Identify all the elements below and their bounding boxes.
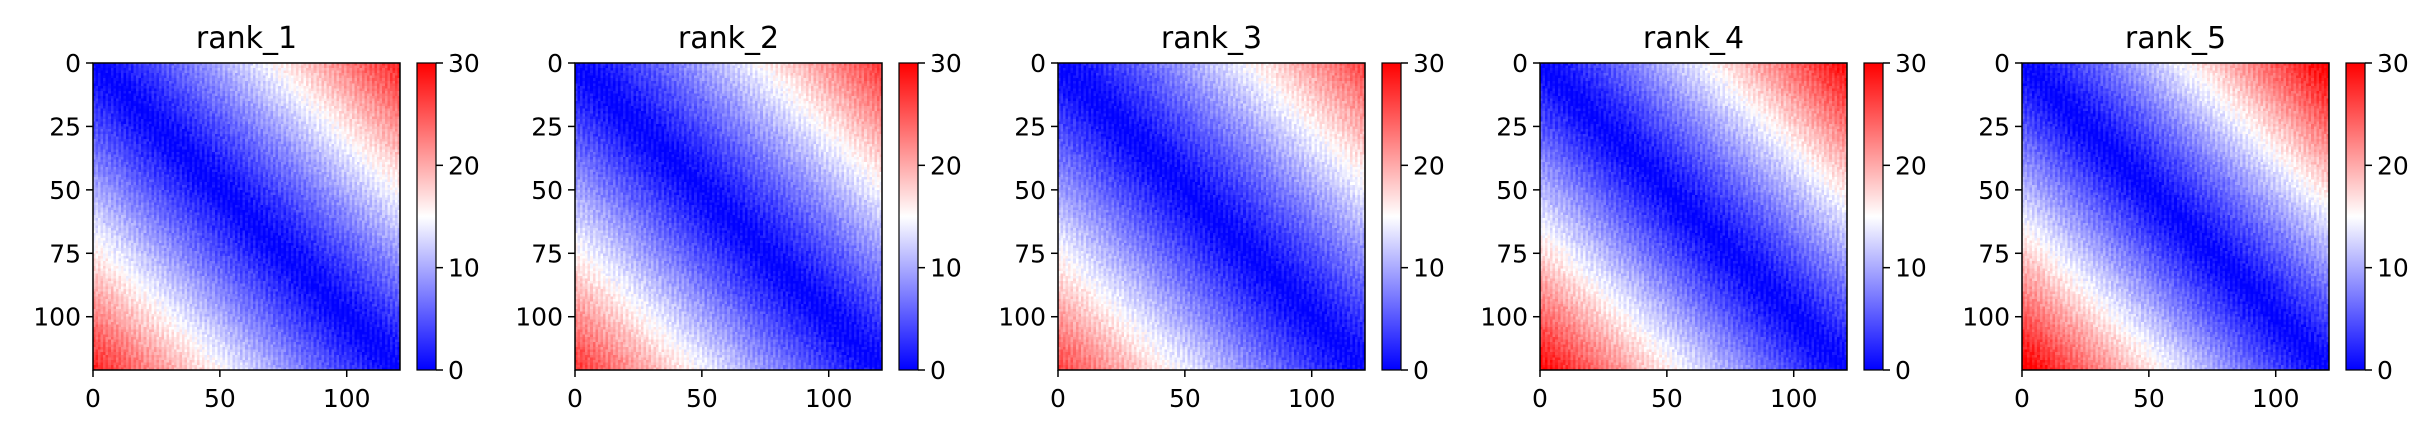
x-tick-label: 50 [686, 384, 718, 413]
y-tick-label: 50 [1014, 176, 1046, 205]
heatmap-cells [1540, 63, 1847, 370]
y-tick-label: 50 [1978, 176, 2010, 205]
colorbar [1863, 62, 1884, 371]
colorbar-tick-label: 30 [2377, 49, 2409, 78]
plot-frame [92, 62, 401, 371]
x-tick-label: 0 [2014, 384, 2030, 413]
y-tick-label: 75 [1978, 239, 2010, 268]
x-tick-label: 100 [2252, 384, 2300, 413]
y-tick-label: 100 [1480, 303, 1528, 332]
colorbar-tick-label: 20 [2377, 151, 2409, 180]
y-tick-label: 0 [1030, 49, 1046, 78]
colorbar-tick-label: 10 [930, 254, 962, 283]
chart-title: rank_1 [196, 21, 297, 56]
colorbar-tick-label: 30 [1413, 49, 1445, 78]
heatmap-cells [93, 63, 400, 370]
y-tick-label: 75 [49, 239, 81, 268]
plot-frame [574, 62, 883, 371]
y-tick-label: 50 [531, 176, 563, 205]
plot-frame [2021, 62, 2330, 371]
chart-title: rank_3 [1161, 21, 1262, 56]
y-tick-label: 75 [1014, 239, 1046, 268]
y-tick-label: 0 [547, 49, 563, 78]
colorbar-tick-label: 20 [930, 151, 962, 180]
y-tick-label: 25 [1496, 112, 1528, 141]
plot-frame [1539, 62, 1848, 371]
colorbar-tick-label: 20 [1895, 151, 1927, 180]
colorbar [416, 62, 437, 371]
chart-title: rank_5 [2125, 21, 2226, 56]
y-tick-label: 0 [1512, 49, 1528, 78]
x-tick-label: 50 [1169, 384, 1201, 413]
colorbar-tick-label: 0 [448, 356, 464, 385]
colorbar [1381, 62, 1402, 371]
x-tick-label: 100 [1288, 384, 1336, 413]
colorbar-tick-label: 10 [1413, 254, 1445, 283]
chart-title: rank_2 [678, 21, 779, 56]
heatmap-cells [575, 63, 882, 370]
chart-title: rank_4 [1643, 21, 1744, 56]
heatmap-panel-2: rank_2 0 25 50 75 100 0 50 100 0 10 20 30 [515, 21, 962, 413]
heatmap-panel-3: rank_3 0 25 50 75 100 0 50 100 0 10 20 30 [998, 21, 1445, 413]
y-tick-label: 0 [1994, 49, 2010, 78]
heatmap-cells [2022, 63, 2329, 370]
colorbar [2345, 62, 2366, 371]
y-tick-label: 25 [1014, 112, 1046, 141]
colorbar-tick-label: 30 [448, 49, 480, 78]
y-tick-label: 50 [1496, 176, 1528, 205]
heatmap-panel-5: rank_5 0 25 50 75 100 0 50 100 0 10 20 30 [1962, 21, 2409, 413]
y-tick-label: 0 [65, 49, 81, 78]
y-tick-label: 25 [531, 112, 563, 141]
y-tick-label: 50 [49, 176, 81, 205]
x-tick-label: 50 [204, 384, 236, 413]
colorbar-tick-label: 30 [930, 49, 962, 78]
heatmap-panel-4: rank_4 0 25 50 75 100 0 50 100 0 10 20 30 [1480, 21, 1927, 413]
x-tick-label: 100 [323, 384, 371, 413]
x-tick-label: 0 [567, 384, 583, 413]
colorbar-tick-label: 0 [1895, 356, 1911, 385]
heatmap-panel-1: rank_1 0 25 50 75 100 0 50 100 0 10 20 30 [33, 21, 480, 413]
y-tick-label: 75 [531, 239, 563, 268]
colorbar-tick-label: 0 [930, 356, 946, 385]
x-tick-label: 0 [1050, 384, 1066, 413]
x-tick-label: 0 [1532, 384, 1548, 413]
y-tick-label: 100 [998, 303, 1046, 332]
plot-frame [1057, 62, 1366, 371]
colorbar-tick-label: 30 [1895, 49, 1927, 78]
y-tick-label: 100 [515, 303, 563, 332]
colorbar-tick-label: 20 [1413, 151, 1445, 180]
y-tick-label: 75 [1496, 239, 1528, 268]
y-tick-label: 25 [1978, 112, 2010, 141]
x-tick-label: 0 [85, 384, 101, 413]
x-tick-label: 50 [1651, 384, 1683, 413]
x-tick-label: 50 [2133, 384, 2165, 413]
x-tick-label: 100 [1770, 384, 1818, 413]
y-tick-label: 25 [49, 112, 81, 141]
colorbar-tick-label: 10 [1895, 254, 1927, 283]
colorbar-tick-label: 20 [448, 151, 480, 180]
heatmap-cells [1058, 63, 1365, 370]
y-tick-label: 100 [33, 303, 81, 332]
y-tick-label: 100 [1962, 303, 2010, 332]
colorbar-tick-label: 0 [2377, 356, 2393, 385]
x-tick-label: 100 [805, 384, 853, 413]
colorbar-tick-label: 10 [448, 254, 480, 283]
colorbar-tick-label: 10 [2377, 254, 2409, 283]
colorbar [898, 62, 919, 371]
colorbar-tick-label: 0 [1413, 356, 1429, 385]
